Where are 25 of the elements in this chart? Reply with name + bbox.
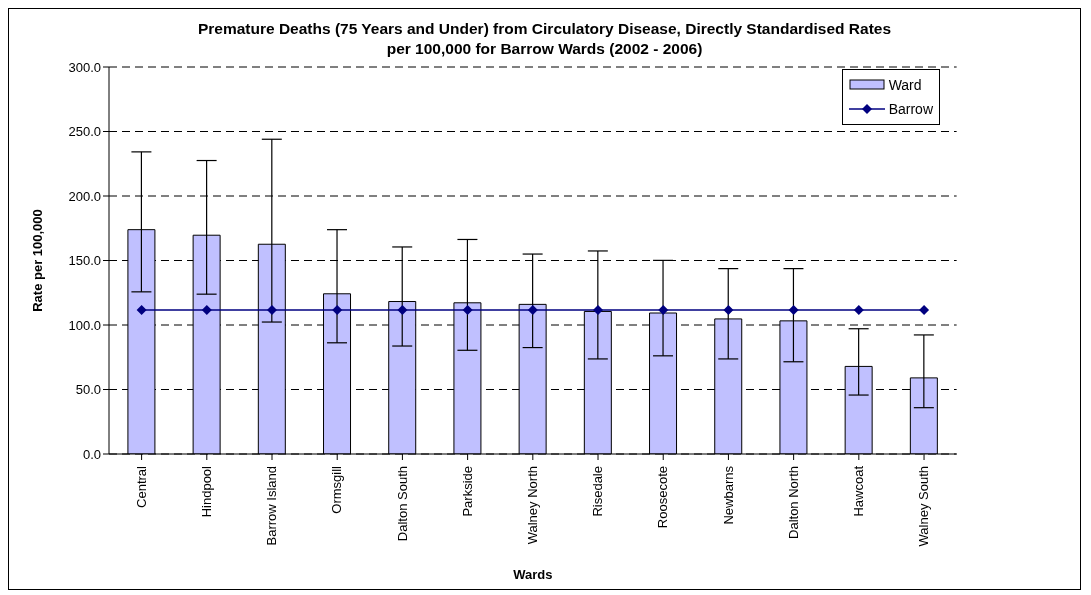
chart-title: Premature Deaths (75 Years and Under) from Circulatory Disease, Directly Standardised Rates per 100,000 for Barrow Wards (2002 - 2006) (196, 19, 893, 59)
y-tick-label: 100.0 (68, 317, 101, 333)
x-tick-label: Ormsgill (329, 465, 345, 514)
legend-label: Ward (888, 77, 922, 93)
y-tick-label: 200.0 (68, 188, 101, 204)
x-tick-label: Parkside (459, 466, 475, 517)
legend-label: Barrow (888, 101, 933, 117)
x-tick-label: Dalton North (785, 466, 801, 539)
x-tick-label: Barrow Island (264, 466, 280, 546)
x-tick-label: Walney North (525, 466, 541, 545)
x-axis-title: Wards (513, 567, 553, 582)
x-tick-label: Walney South (916, 466, 932, 547)
y-tick-label: 50.0 (75, 382, 101, 398)
x-tick-label: Newbarns (720, 465, 736, 525)
x-tick-label: Hindpool (199, 465, 215, 518)
x-tick-label: Roosecote (655, 466, 671, 529)
x-tick-label: Hawcoat (851, 465, 867, 517)
y-tick-label: 150.0 (68, 253, 101, 269)
x-tick-label: Risedale (590, 466, 606, 517)
y-axis-title: Rate per 100,000 (29, 209, 45, 312)
y-tick-label: 250.0 (68, 124, 101, 140)
y-tick-label: 300.0 (68, 59, 101, 75)
x-tick-label: Central (133, 465, 149, 508)
y-tick-label: 0.0 (82, 446, 101, 462)
x-tick-label: Dalton South (394, 466, 410, 542)
